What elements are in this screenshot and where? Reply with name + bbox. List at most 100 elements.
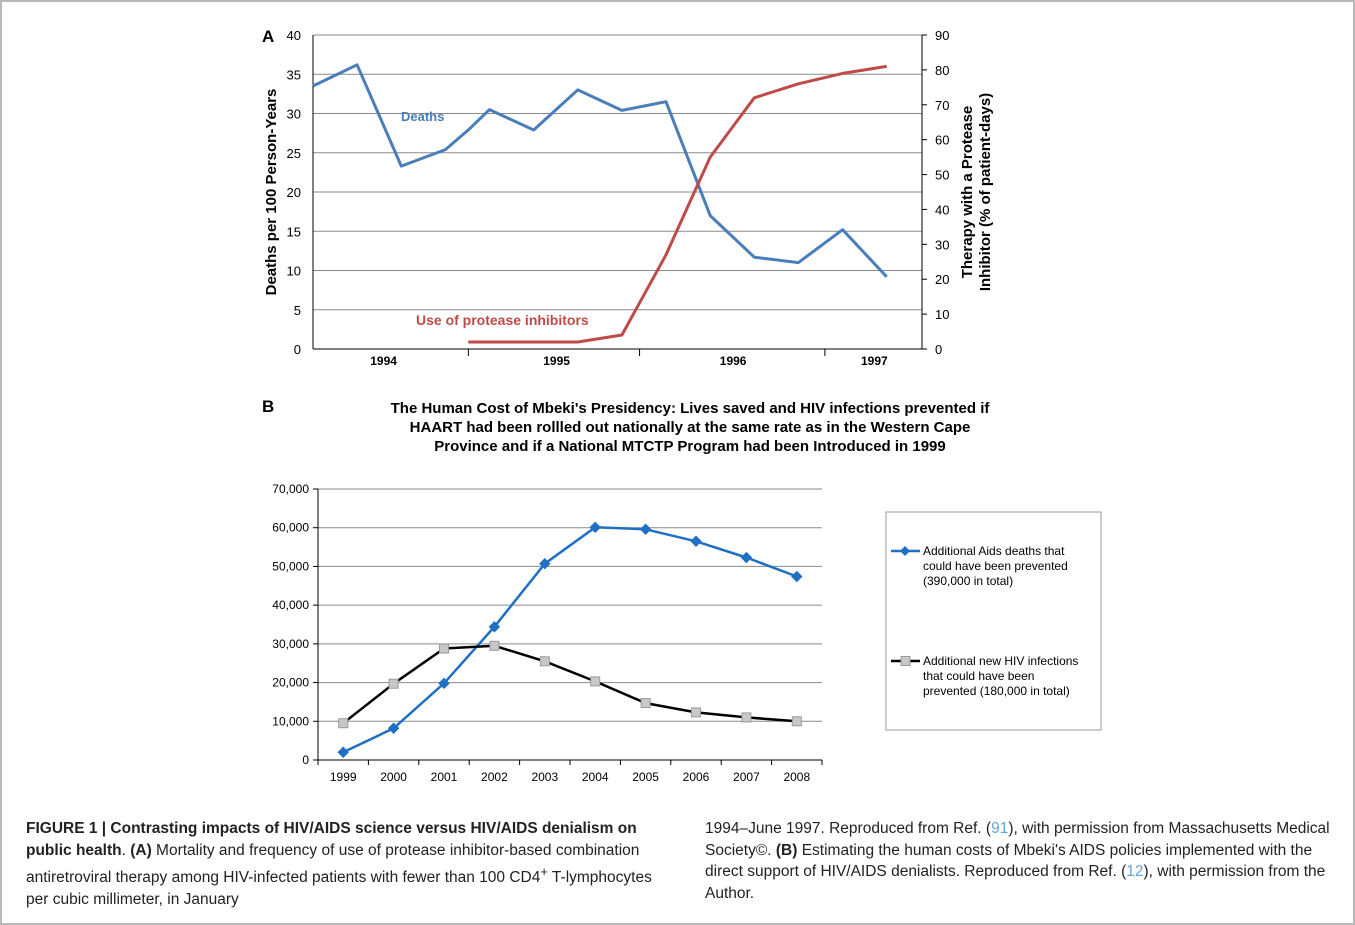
chart-b-title-line: HAART had been rollled out nationally at… bbox=[410, 419, 971, 436]
hiv-infections-point bbox=[439, 643, 449, 654]
legend-entry-text: (390,000 in total) bbox=[923, 574, 1013, 588]
y-right-tick-label: 70 bbox=[935, 98, 949, 113]
y-right-tick-label: 40 bbox=[935, 202, 949, 217]
y-tick-label: 30,000 bbox=[272, 637, 309, 651]
legend-entry-text: Additional new HIV infections bbox=[923, 654, 1078, 668]
aids-deaths-point bbox=[337, 746, 349, 758]
hiv-infections-point bbox=[388, 678, 399, 689]
y-right-tick-label: 80 bbox=[935, 63, 949, 78]
deaths-line bbox=[312, 63, 888, 278]
panel-a-letter: A bbox=[262, 27, 274, 46]
legend-entry-text: Additional Aids deaths that bbox=[923, 544, 1065, 558]
aids-deaths-point bbox=[438, 677, 450, 690]
hiv-infections-point bbox=[791, 716, 802, 727]
x-tick-label: 1999 bbox=[330, 770, 357, 784]
y-tick-label: 40,000 bbox=[272, 598, 309, 612]
x-year-label: 1995 bbox=[543, 354, 570, 368]
legend-entry-text: prevented (180,000 in total) bbox=[923, 684, 1070, 698]
aids-deaths-point bbox=[791, 570, 803, 583]
y-right-tick-label: 50 bbox=[935, 168, 949, 183]
legend-aids-marker bbox=[900, 546, 910, 556]
y-left-tick-label: 35 bbox=[287, 67, 301, 82]
y-tick-label: 0 bbox=[302, 753, 309, 767]
x-year-label: 1994 bbox=[370, 354, 397, 368]
x-tick-label: 2008 bbox=[783, 770, 810, 784]
x-tick-label: 2007 bbox=[733, 770, 760, 784]
caption-text-r2: ), with permission from Massachusetts Me… bbox=[705, 820, 1330, 859]
caption-ref-91[interactable]: 91 bbox=[991, 820, 1009, 837]
chart-b-title-line: Province and if a National MTCTP Program… bbox=[434, 438, 946, 455]
caption-b-label: (B) bbox=[775, 841, 798, 859]
y-right-tick-label: 90 bbox=[935, 28, 949, 43]
y-tick-label: 70,000 bbox=[272, 482, 309, 496]
y-right-axis-title-line2: Inhibitor (% of patient-days) bbox=[977, 93, 994, 291]
y-right-tick-label: 60 bbox=[935, 133, 949, 148]
caption-text-r3: Estimating the human costs of Mbeki's AI… bbox=[705, 841, 1313, 881]
y-left-tick-label: 5 bbox=[294, 303, 301, 318]
aids-deaths-line bbox=[342, 526, 798, 754]
y-left-tick-label: 10 bbox=[287, 264, 301, 279]
caption-ref-12[interactable]: 12 bbox=[1126, 863, 1144, 880]
y-tick-label: 50,000 bbox=[272, 559, 309, 573]
y-tick-label: 20,000 bbox=[272, 676, 309, 690]
x-tick-label: 2006 bbox=[683, 770, 710, 784]
caption-left: FIGURE 1 | Contrasting impacts of HIV/AI… bbox=[26, 818, 656, 910]
protease-series-label: Use of protease inhibitors bbox=[416, 312, 589, 328]
protease-line bbox=[468, 64, 887, 344]
legend-box bbox=[885, 511, 1102, 731]
legend-hiv-marker bbox=[900, 656, 911, 666]
caption-heading: FIGURE 1 | Contrasting impacts of HIV/AI… bbox=[26, 820, 637, 859]
caption-text-r1: 1994–June 1997. Reproduced from Ref. ( bbox=[705, 820, 992, 837]
aids-deaths-point bbox=[690, 535, 702, 547]
y-right-tick-label: 20 bbox=[935, 272, 949, 287]
x-tick-label: 2000 bbox=[380, 770, 407, 784]
y-right-tick-label: 0 bbox=[935, 342, 942, 357]
y-right-tick-label: 30 bbox=[935, 237, 949, 252]
x-tick-label: 2003 bbox=[531, 770, 558, 784]
y-left-tick-label: 20 bbox=[287, 185, 301, 200]
y-right-tick-label: 10 bbox=[935, 307, 949, 322]
y-left-tick-label: 25 bbox=[287, 146, 301, 161]
aids-deaths-point bbox=[589, 521, 601, 534]
chart-b-title-line: The Human Cost of Mbeki's Presidency: Li… bbox=[391, 400, 991, 417]
figure-canvas: A 0 5 10 15 20 25 30 35 40 0 10 20 30 40 50 60 70 80 90 199… bbox=[262, 27, 1102, 784]
hiv-infections-point bbox=[338, 718, 349, 729]
legend-entry-text: that could have been bbox=[923, 669, 1034, 683]
hiv-infections-point bbox=[539, 656, 550, 667]
caption-a-label: (A) bbox=[130, 841, 152, 859]
y-left-tick-label: 40 bbox=[287, 28, 301, 43]
aids-deaths-point bbox=[488, 621, 501, 633]
y-left-tick-label: 15 bbox=[287, 224, 301, 239]
caption-text-a: Mortality and frequency of use of protea… bbox=[26, 841, 640, 887]
aids-deaths-point bbox=[639, 523, 652, 535]
caption-dot: . bbox=[121, 841, 131, 859]
aids-deaths-point bbox=[740, 551, 753, 564]
chart-a: 0 5 10 15 20 25 30 35 40 0 10 20 30 40 50 60 70 80 90 1994 1… bbox=[263, 28, 994, 368]
legend-entry-text: could have been prevented bbox=[923, 559, 1068, 573]
chart-b: The Human Cost of Mbeki's Presidency: Li… bbox=[272, 400, 1102, 784]
x-tick-label: 2004 bbox=[582, 770, 609, 784]
y-tick-label: 60,000 bbox=[272, 521, 309, 535]
panel-b-letter: B bbox=[262, 397, 274, 416]
x-tick-label: 2005 bbox=[632, 770, 659, 784]
x-year-label: 1996 bbox=[720, 354, 747, 368]
x-tick-label: 2002 bbox=[481, 770, 508, 784]
hiv-infections-point bbox=[691, 707, 701, 718]
caption-superscript: + bbox=[540, 864, 548, 879]
aids-deaths-point bbox=[539, 558, 551, 570]
aids-deaths-point bbox=[387, 722, 400, 734]
y-right-axis-title-line1: Therapy with a Protease bbox=[959, 106, 976, 279]
hiv-infections-line bbox=[342, 644, 797, 725]
deaths-series-label: Deaths bbox=[401, 109, 444, 124]
x-tick-label: 2001 bbox=[431, 770, 458, 784]
y-left-tick-label: 0 bbox=[294, 342, 301, 357]
caption-text-a2: T-lymphocytes per cubic millimeter, in J… bbox=[26, 869, 652, 908]
hiv-infections-point bbox=[489, 640, 500, 651]
hiv-infections-point bbox=[640, 698, 651, 709]
hiv-infections-point bbox=[741, 712, 752, 723]
hiv-infections-point bbox=[590, 676, 601, 687]
x-year-label: 1997 bbox=[861, 354, 888, 368]
y-tick-label: 10,000 bbox=[272, 714, 309, 728]
caption-text-r4: ), with permission from the Author. bbox=[705, 863, 1326, 902]
